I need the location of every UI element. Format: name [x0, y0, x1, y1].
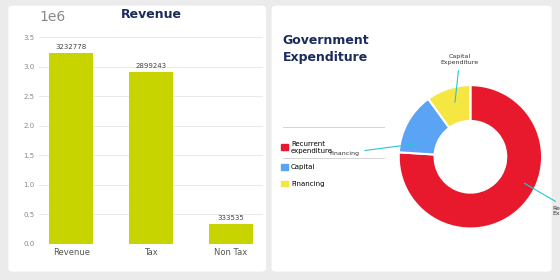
Bar [209, 224, 253, 244]
Text: Government
Expenditure: Government Expenditure [283, 34, 370, 64]
Legend: Recurrent
expenditure, Capital, Financing: Recurrent expenditure, Capital, Financin… [278, 138, 336, 190]
Bar [129, 73, 173, 244]
Text: 3232778: 3232778 [55, 43, 87, 50]
Text: Recurrent
Expenditure: Recurrent Expenditure [524, 183, 560, 216]
Text: Capital
Expenditure: Capital Expenditure [441, 54, 479, 102]
Text: 333535: 333535 [218, 215, 244, 221]
Wedge shape [428, 85, 470, 128]
Text: 2899243: 2899243 [136, 63, 167, 69]
Title: Revenue: Revenue [121, 8, 181, 21]
Wedge shape [399, 85, 542, 228]
Bar [49, 53, 94, 244]
Wedge shape [399, 99, 449, 155]
Text: Financing: Financing [329, 143, 423, 156]
